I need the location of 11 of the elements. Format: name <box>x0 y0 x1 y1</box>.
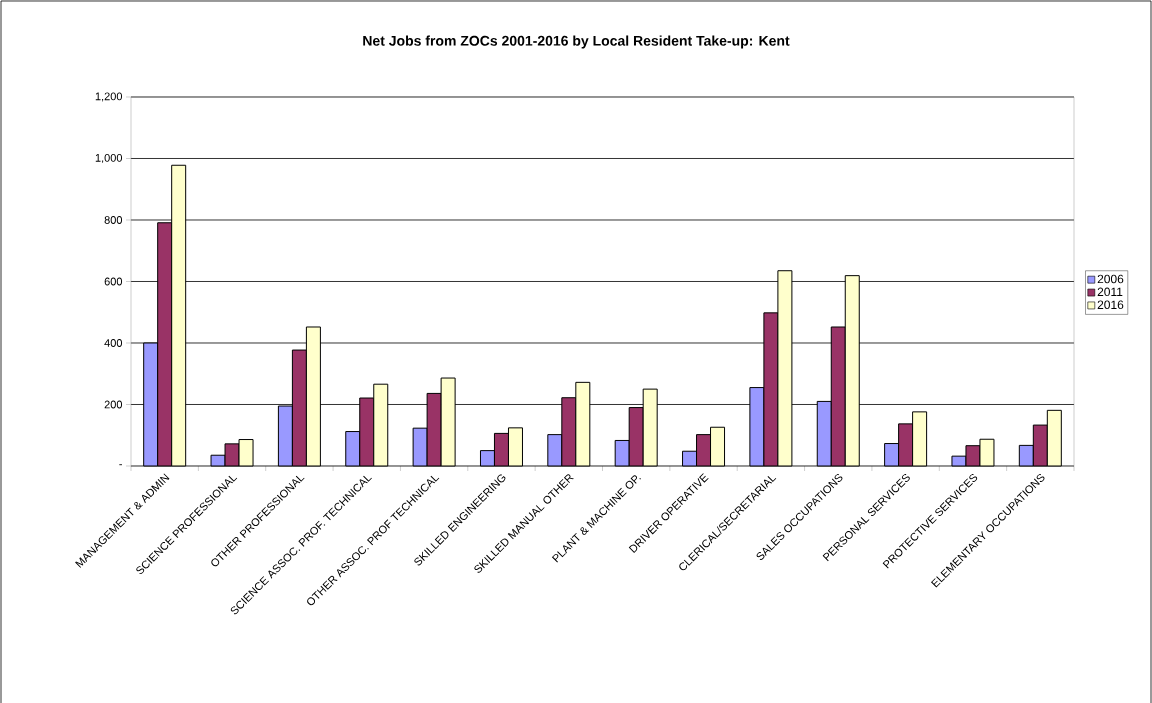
y-tick-label: - <box>119 464 122 466</box>
y-tick-label: 200 <box>104 400 123 409</box>
legend-label: 2016 <box>1097 300 1124 309</box>
chart-title: Net Jobs from ZOCs 2001-2016 by Local Resident Take-up: Kent <box>363 35 790 49</box>
y-tick-label: 600 <box>104 277 123 286</box>
legend-label: 2006 <box>1097 274 1124 284</box>
y-tick-label: 1,200 <box>95 92 123 102</box>
y-tick-label: 1,000 <box>95 153 123 164</box>
y-tick-label: 400 <box>104 339 123 347</box>
legend-label: 2011 <box>1097 287 1123 297</box>
y-tick-label: 800 <box>104 216 123 224</box>
